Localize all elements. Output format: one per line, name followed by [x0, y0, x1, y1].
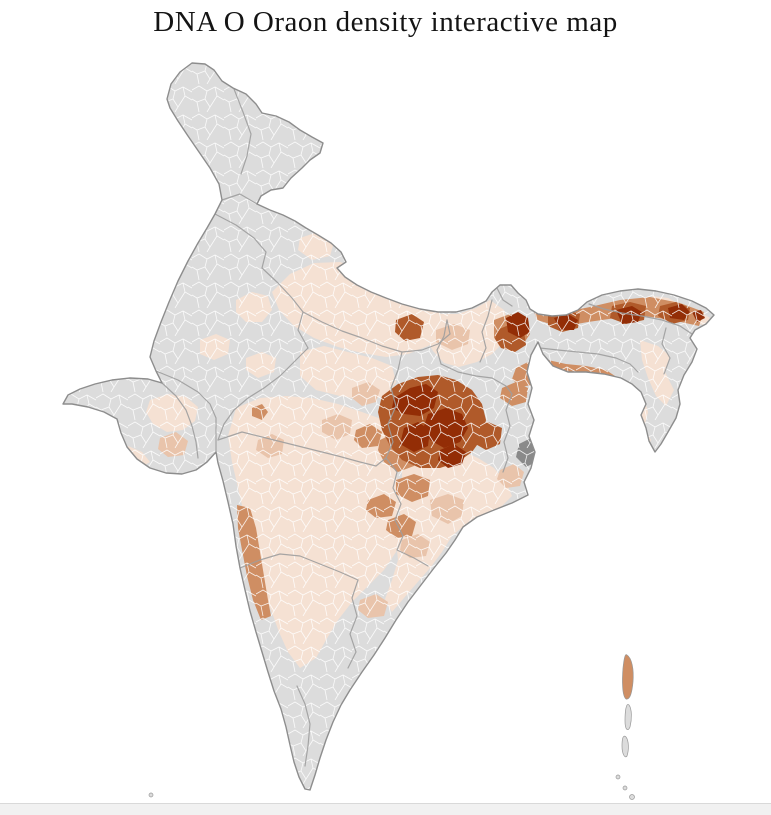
page-title: DNA O Oraon density interactive map	[153, 6, 618, 38]
islands	[148, 654, 635, 800]
lakshadweep-island[interactable]	[148, 792, 154, 798]
nicobar-island[interactable]	[629, 794, 635, 800]
andaman-island-middle[interactable]	[624, 704, 632, 731]
state-borders	[155, 88, 693, 767]
nicobar-island[interactable]	[622, 785, 628, 791]
nicobar-island[interactable]	[615, 774, 621, 780]
andaman-island-north[interactable]	[622, 654, 634, 700]
density-region[interactable]	[428, 286, 458, 308]
andaman-island-south[interactable]	[621, 735, 629, 758]
bottom-divider	[0, 803, 771, 815]
